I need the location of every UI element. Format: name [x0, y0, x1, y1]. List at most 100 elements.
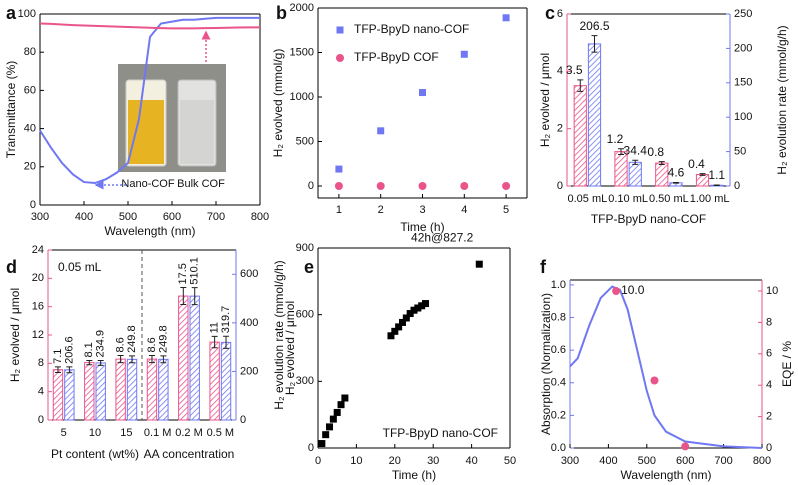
bar: [220, 341, 232, 421]
value-label: 249.8: [157, 325, 169, 353]
y-tick-label: 2000: [290, 2, 314, 14]
point: [387, 332, 395, 340]
bar: [126, 358, 138, 421]
y-axis-title: H₂ evolved / μmol: [538, 53, 552, 147]
y2-tick-label: 200: [240, 365, 258, 377]
value-label: 8.6: [115, 337, 127, 352]
y-tick-label: 300: [296, 375, 314, 387]
legend-label: TFP-BpyD COF: [354, 50, 439, 64]
value-label: 206.5: [579, 19, 609, 33]
x-tick-label: 300: [31, 211, 49, 223]
panel-label: e: [304, 257, 314, 277]
y-tick-label: 8: [38, 357, 44, 369]
error-bar: [699, 173, 706, 176]
value-label: 7.1: [52, 349, 64, 364]
x-tick-label: 0.2 M: [175, 427, 203, 439]
x-tick-label: 30: [427, 455, 439, 467]
point: [391, 327, 399, 335]
panel-label: d: [6, 257, 17, 277]
y-tick-label: 0: [30, 199, 36, 211]
y-axis-title: H₂ evolved / μmol: [283, 301, 297, 395]
point: [333, 408, 341, 416]
x-tick-label: 600: [163, 211, 181, 223]
x-tick-label: 500: [638, 455, 656, 467]
x-tick-label: 500: [119, 211, 137, 223]
y-tick-label: 0.2: [551, 409, 566, 421]
panel-label: c: [545, 3, 555, 23]
point: [460, 181, 469, 190]
value-label: 510.1: [189, 257, 201, 285]
legend-marker: [336, 26, 344, 34]
error-bar: [211, 335, 218, 349]
line: [39, 16, 260, 185]
error-bar: [180, 287, 187, 306]
y-tick-label: 0: [308, 442, 314, 454]
bar: [628, 161, 642, 187]
x-tick-label: 5: [503, 204, 509, 216]
bar: [146, 358, 158, 421]
value-label: 10.0: [621, 283, 645, 297]
point: [460, 50, 468, 58]
value-label: 42h@827.2: [411, 230, 474, 244]
value-label: 319.7: [220, 306, 232, 334]
y2-tick-label: 2: [766, 411, 772, 423]
bar: [178, 295, 189, 421]
y-tick-label: 100: [18, 8, 36, 20]
error-bar: [223, 335, 230, 349]
bar: [189, 295, 200, 421]
point: [337, 401, 345, 409]
y2-tick-label: 0: [240, 414, 246, 426]
value-label: 0.8: [647, 145, 664, 159]
point: [410, 306, 418, 314]
point: [395, 323, 403, 331]
value-label: 8.1: [83, 342, 95, 357]
y-tick-label: 40: [24, 123, 36, 135]
value-label: 1.2: [607, 132, 624, 146]
x-tick-label: 10: [350, 455, 362, 467]
y-tick-label: 0.4: [551, 377, 566, 389]
y-tick-label: 20: [32, 272, 44, 284]
x-tick-label: 15: [120, 427, 132, 439]
point: [650, 376, 659, 385]
bar: [84, 362, 95, 421]
y2-tick-label: 150: [734, 77, 752, 89]
error-bar: [86, 360, 93, 366]
value-label: 8.6: [146, 337, 158, 352]
point: [377, 127, 385, 135]
legend-label: TFP-BpyD nano-COF: [383, 426, 498, 440]
inset-label: Bulk COF: [177, 178, 225, 190]
y-tick-label: 0.0: [551, 442, 566, 454]
error-bar: [577, 79, 584, 92]
y-tick-label: 0.6: [551, 344, 566, 356]
x-tick-label: 300: [561, 455, 579, 467]
inset-photo: [94, 30, 226, 194]
x-tick-label: 5: [61, 427, 67, 439]
x-tick-label: 0.1 M: [144, 427, 172, 439]
line: [569, 285, 763, 449]
y-tick-label: 4: [557, 65, 563, 77]
point: [341, 394, 349, 402]
y-tick-label: 16: [32, 301, 44, 313]
value-label: 3.5: [566, 63, 583, 77]
point: [418, 302, 426, 310]
error-bar: [658, 161, 665, 165]
value-label: 34.4: [624, 143, 648, 157]
point: [334, 181, 343, 190]
y2-axis-title: EQE / %: [780, 341, 794, 387]
x-axis-title: Time (h): [400, 220, 444, 234]
y-tick-label: 1000: [290, 91, 314, 103]
y2-tick-label: 0: [766, 442, 772, 454]
point: [329, 415, 337, 423]
error-bar: [191, 287, 198, 306]
bar: [209, 341, 220, 421]
x-tick-label: 700: [714, 455, 732, 467]
x-tick-label: 1.00 mL: [690, 193, 730, 205]
legend-marker: [336, 54, 344, 62]
point: [681, 442, 690, 451]
value-label: 11: [209, 322, 221, 333]
inset-label: Nano-COF: [121, 178, 174, 190]
y-tick-label: 0: [557, 180, 563, 192]
error-bar: [591, 35, 598, 53]
error-bar: [117, 355, 124, 364]
